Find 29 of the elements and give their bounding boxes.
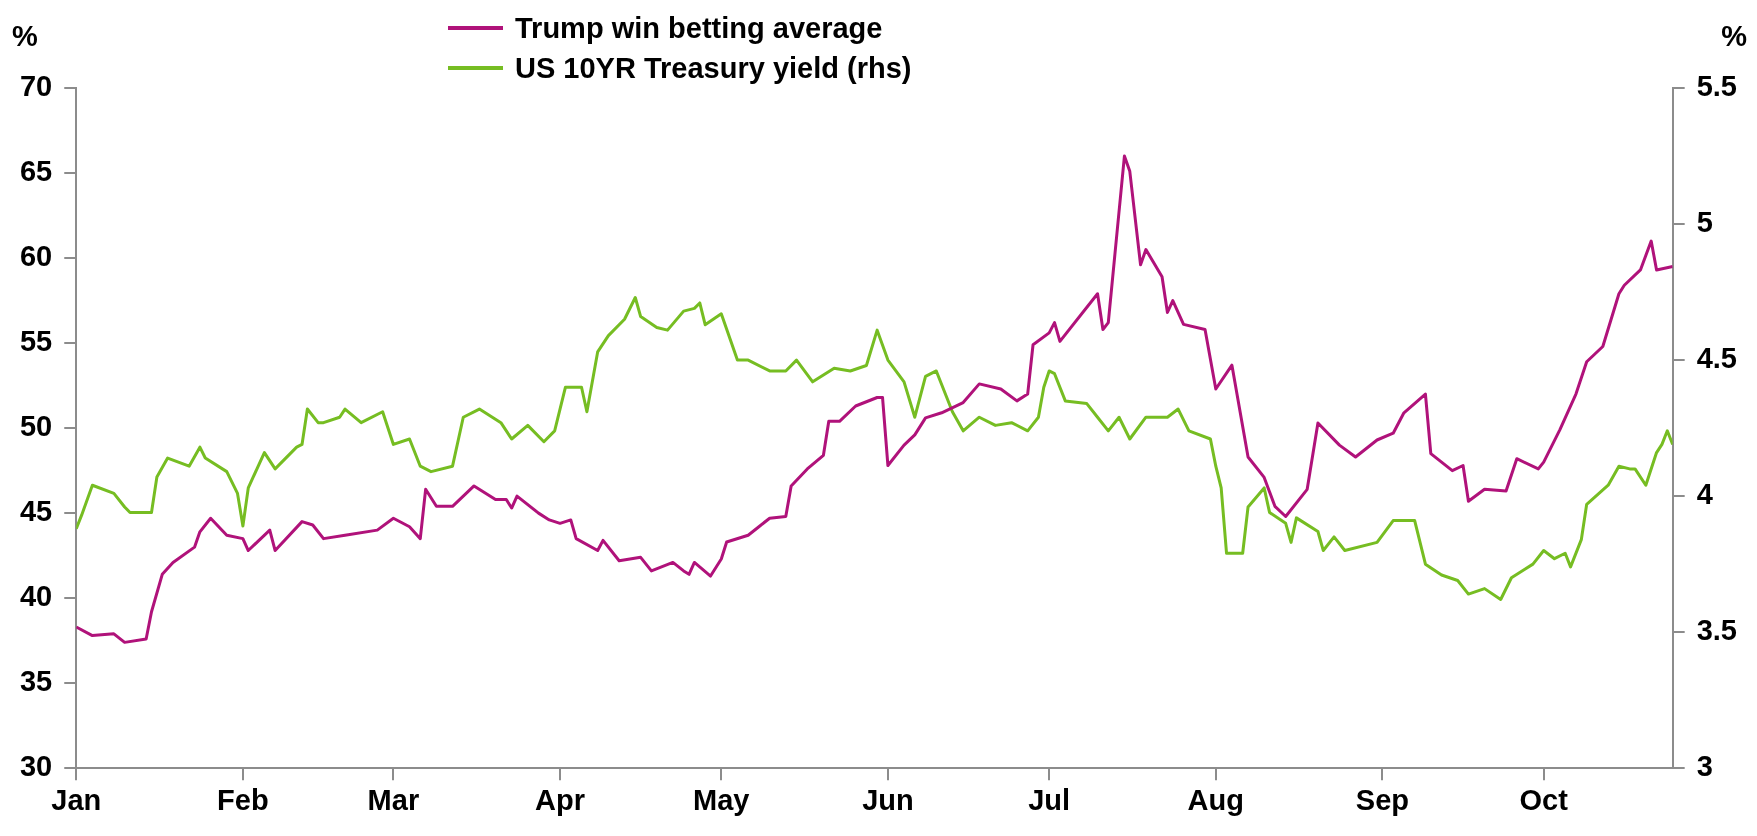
y-tick-label: 35 [19, 665, 53, 698]
y2-tick-label: 3 [1696, 750, 1713, 783]
y2-tick-label: 5 [1696, 206, 1713, 239]
legend-label: Trump win betting average [515, 11, 883, 45]
legend-label: US 10YR Treasury yield (rhs) [515, 51, 912, 85]
y2-tick-label: 3.5 [1696, 614, 1738, 647]
x-tick-label: Feb [217, 783, 269, 816]
x-tick-label: Jan [51, 783, 102, 816]
x-tick-label: Jul [1028, 783, 1071, 816]
x-tick-label: Oct [1519, 783, 1569, 816]
y2-tick-label: 5.5 [1696, 70, 1738, 102]
y-tick-label: 55 [19, 325, 53, 358]
y-tick-label: 45 [19, 495, 53, 528]
x-tick-label: Sep [1355, 783, 1410, 816]
y2-tick-label: 4 [1696, 478, 1713, 511]
y-tick-label: 65 [19, 155, 53, 188]
x-tick-label: Aug [1187, 783, 1244, 816]
x-tick-label: May [693, 783, 750, 816]
y2-axis-title: % [1721, 19, 1748, 52]
y2-tick-label: 4.5 [1696, 342, 1738, 375]
y-tick-label: 60 [19, 240, 53, 273]
y-axis-title: % [12, 19, 38, 52]
y-tick-label: 30 [19, 750, 53, 783]
y-tick-label: 50 [19, 410, 53, 443]
y-tick-label: 40 [19, 580, 53, 613]
y-tick-label: 70 [19, 70, 53, 102]
x-tick-label: Apr [535, 783, 585, 816]
x-tick-label: Jun [862, 783, 914, 816]
x-tick-label: Mar [367, 783, 420, 816]
